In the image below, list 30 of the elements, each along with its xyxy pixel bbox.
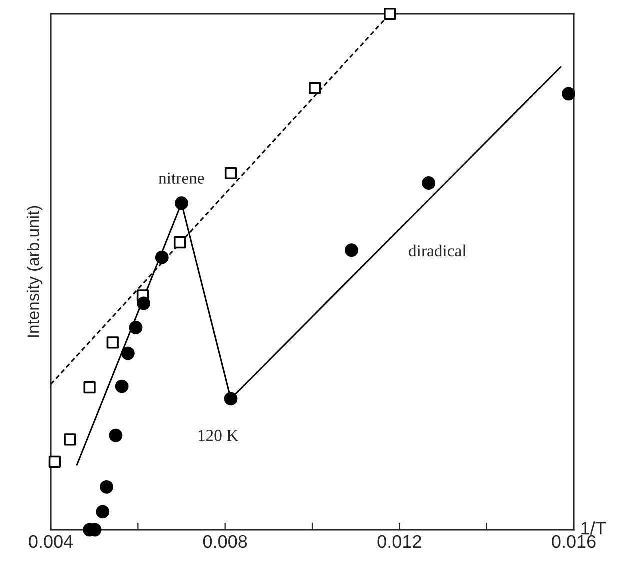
point xyxy=(115,380,129,394)
point xyxy=(100,480,114,494)
point xyxy=(84,382,96,394)
point xyxy=(106,336,119,349)
y-axis-title: Intensity (arb.unit) xyxy=(27,206,43,338)
point xyxy=(174,236,186,249)
x-tick-label: 0.012 xyxy=(378,535,422,548)
point xyxy=(224,167,238,180)
point xyxy=(48,456,61,468)
point xyxy=(109,428,123,442)
x-axis-title: 1/T xyxy=(582,522,606,535)
series-label: diradical xyxy=(409,244,466,257)
point xyxy=(422,176,436,190)
point xyxy=(224,392,238,406)
point xyxy=(562,87,576,101)
point xyxy=(121,346,135,360)
point xyxy=(155,250,169,264)
point xyxy=(345,244,358,258)
point xyxy=(129,321,143,334)
point xyxy=(384,8,396,20)
point xyxy=(175,196,188,210)
point xyxy=(96,505,110,519)
point xyxy=(309,82,322,94)
annotation: 120 K xyxy=(198,430,238,442)
x-tick-label: 0.008 xyxy=(203,535,248,548)
point xyxy=(137,296,151,310)
x-tick-label: 0.004 xyxy=(29,535,74,548)
series-label: nitrene xyxy=(158,172,204,184)
x-tick-label: 0.016 xyxy=(552,535,596,548)
point xyxy=(64,434,76,446)
